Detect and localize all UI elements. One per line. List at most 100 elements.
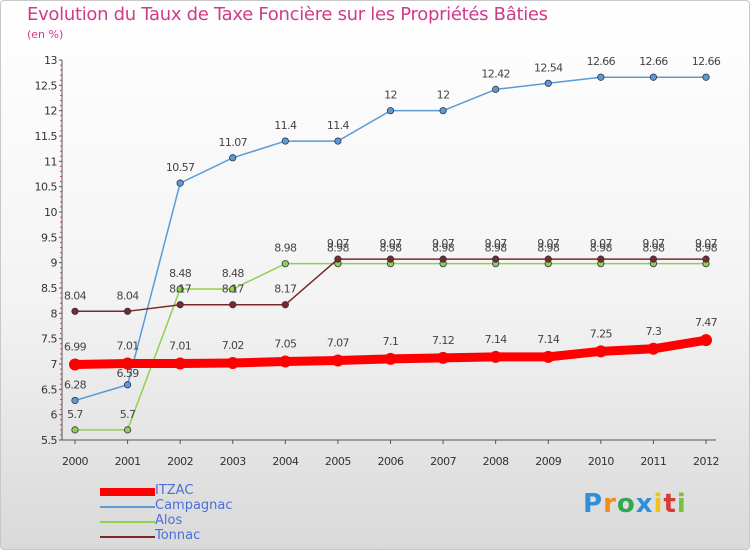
y-tick-label: 9.5 <box>41 231 57 244</box>
data-point-tonnac <box>439 255 447 263</box>
data-label-itzac: 7.3 <box>646 325 662 338</box>
data-label-campagnac: 11.4 <box>274 119 297 132</box>
x-tick-label: 2010 <box>588 455 614 468</box>
data-point-campagnac <box>229 154 237 162</box>
data-point-campagnac <box>281 137 289 145</box>
data-point-tonnac <box>176 301 184 309</box>
data-point-tonnac <box>71 307 79 315</box>
data-label-itzac: 7.14 <box>537 333 560 346</box>
y-tick-label: 10.5 <box>35 181 58 194</box>
data-point-campagnac <box>492 85 500 93</box>
y-tick-label: 9 <box>51 257 58 270</box>
logo-letter: r <box>603 489 617 519</box>
data-point-campagnac <box>386 107 395 115</box>
data-label-alos: 8.98 <box>642 242 665 255</box>
data-label-alos: 8.98 <box>432 242 455 255</box>
data-point-tonnac <box>702 255 710 263</box>
data-label-tonnac: 9.07 <box>485 237 508 250</box>
data-label-campagnac: 12 <box>384 89 397 102</box>
x-tick-label: 2006 <box>378 455 404 468</box>
y-tick-label: 5.5 <box>41 434 57 447</box>
data-label-alos: 8.98 <box>485 242 508 255</box>
x-tick-label: 2008 <box>483 455 509 468</box>
data-label-campagnac: 10.57 <box>166 161 195 174</box>
data-label-campagnac: 12.66 <box>639 55 668 68</box>
data-label-campagnac: 12.42 <box>481 67 510 80</box>
data-label-tonnac: 9.07 <box>432 237 455 250</box>
logo-letter: i <box>653 489 664 519</box>
data-label-campagnac: 12.54 <box>534 61 563 74</box>
data-point-itzac <box>279 355 292 368</box>
x-tick-label: 2004 <box>272 455 298 468</box>
data-point-itzac <box>69 358 81 371</box>
proxiti-logo: Proxiti <box>583 489 687 519</box>
y-tick-label: 6 <box>51 409 58 422</box>
legend-item-tonnac: Tonnac <box>100 528 320 544</box>
data-point-campagnac <box>439 107 447 115</box>
data-label-itzac: 6.99 <box>64 341 87 354</box>
y-tick-label: 10 <box>44 206 57 219</box>
data-label-itzac: 7.12 <box>432 334 454 347</box>
y-tick-label: 6.5 <box>41 383 57 396</box>
data-point-itzac <box>700 334 712 347</box>
data-label-itzac: 7.01 <box>169 339 191 352</box>
legend-label-alos: Alos <box>155 513 183 528</box>
x-tick-label: 2009 <box>535 455 561 468</box>
data-point-itzac <box>437 351 450 364</box>
data-point-tonnac <box>597 255 605 263</box>
legend-swatch-alos <box>100 521 155 523</box>
data-point-alos <box>71 426 79 434</box>
data-label-alos: 5.7 <box>67 408 83 421</box>
legend-label-itzac: ITZAC <box>155 483 194 498</box>
x-tick-label: 2007 <box>430 455 456 468</box>
data-label-itzac: 7.07 <box>327 336 350 349</box>
y-tick-label: 12.5 <box>35 79 58 92</box>
data-label-tonnac: 8.17 <box>169 283 192 296</box>
data-point-alos <box>229 285 237 293</box>
data-point-itzac <box>542 350 555 363</box>
data-label-tonnac: 8.04 <box>117 289 140 302</box>
data-label-campagnac: 12.66 <box>692 55 721 68</box>
legend-item-itzac: ITZAC <box>100 483 320 499</box>
data-point-tonnac <box>544 255 552 263</box>
data-label-tonnac: 9.07 <box>379 237 402 250</box>
x-tick-label: 2001 <box>115 455 141 468</box>
data-label-campagnac: 12 <box>437 89 450 102</box>
data-point-itzac <box>331 354 344 367</box>
data-label-alos: 8.98 <box>274 242 297 255</box>
chart-subtitle: (en %) <box>27 28 64 41</box>
legend-item-campagnac: Campagnac <box>100 498 320 514</box>
legend-label-tonnac: Tonnac <box>155 528 201 543</box>
data-point-alos <box>123 426 132 434</box>
data-point-tonnac <box>334 255 342 263</box>
logo-letter: t <box>663 489 677 519</box>
data-point-tonnac <box>229 301 237 309</box>
y-tick-label: 11 <box>44 155 57 168</box>
data-point-campagnac <box>176 179 184 187</box>
data-point-tonnac <box>281 301 289 309</box>
data-point-campagnac <box>597 73 605 81</box>
data-label-alos: 8.98 <box>379 242 402 255</box>
data-point-campagnac <box>334 137 342 145</box>
legend-swatch-itzac <box>100 488 155 496</box>
data-point-tonnac <box>386 255 395 263</box>
x-tick-label: 2011 <box>640 455 666 468</box>
data-label-tonnac: 9.07 <box>590 237 613 250</box>
data-label-itzac: 7.02 <box>222 339 244 352</box>
data-point-campagnac <box>544 79 552 87</box>
y-tick-label: 8 <box>51 307 58 320</box>
data-label-itzac: 7.47 <box>695 316 718 329</box>
y-tick-label: 7.5 <box>41 333 57 346</box>
data-point-tonnac <box>123 307 132 315</box>
data-label-campagnac: 6.59 <box>117 367 140 380</box>
chart-title: Evolution du Taux de Taxe Foncière sur l… <box>27 4 548 25</box>
data-label-itzac: 7.1 <box>383 335 399 348</box>
data-label-alos: 8.48 <box>222 267 245 280</box>
y-tick-label: 8.5 <box>41 282 57 295</box>
legend-item-alos: Alos <box>100 513 320 529</box>
data-label-tonnac: 8.04 <box>64 289 87 302</box>
logo-letter: P <box>583 489 604 519</box>
data-label-tonnac: 9.07 <box>537 237 560 250</box>
